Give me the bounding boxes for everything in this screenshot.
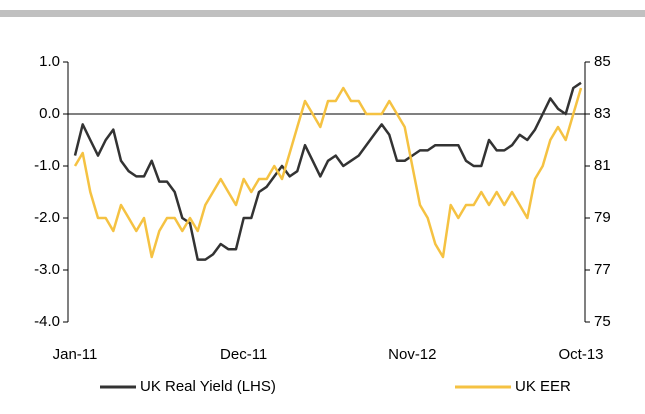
y-tick-label: -1.0	[34, 157, 60, 174]
y-tick-label: 0.0	[39, 105, 60, 122]
header-bar	[0, 10, 645, 17]
y2-tick-label: 77	[594, 261, 611, 278]
x-tick-label: Jan-11	[53, 346, 98, 363]
x-tick-label: Nov-12	[388, 346, 436, 363]
y-tick-label: -3.0	[34, 261, 60, 278]
x-tick-label: Dec-11	[220, 346, 267, 363]
x-tick-label: Oct-13	[558, 346, 603, 363]
y-tick-label: -2.0	[34, 209, 60, 226]
series-line	[73, 86, 583, 259]
y2-tick-label: 75	[594, 313, 611, 330]
legend-label: UK Real Yield (LHS)	[140, 378, 276, 395]
series-line	[73, 81, 582, 261]
y2-tick-label: 79	[594, 209, 611, 226]
y-tick-label: 1.0	[39, 53, 60, 70]
y2-tick-label: 83	[594, 105, 611, 122]
y2-tick-label: 85	[594, 53, 611, 70]
legend-label: UK EER	[515, 378, 571, 395]
y-tick-label: -4.0	[34, 313, 60, 330]
y2-tick-label: 81	[594, 157, 611, 174]
